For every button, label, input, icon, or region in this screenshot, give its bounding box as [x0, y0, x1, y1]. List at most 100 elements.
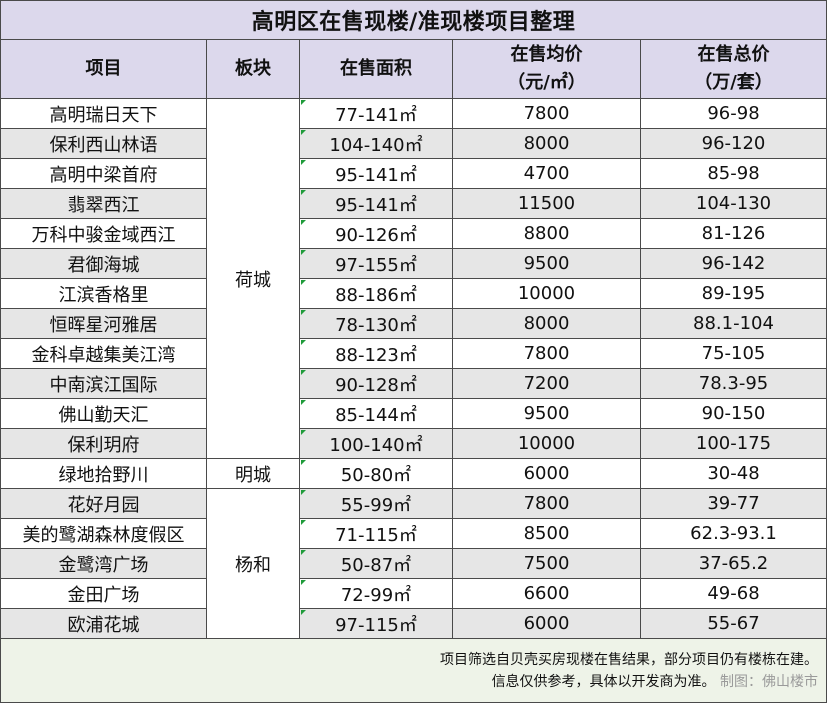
cell-total-price: 89-195 [639, 278, 827, 309]
cell-project: 欧浦花城 [0, 608, 207, 639]
cell-project: 翡翠西江 [0, 188, 207, 219]
cell-project: 美的鹭湖森林度假区 [0, 518, 207, 549]
cell-comment-marker [301, 130, 306, 135]
cell-comment-marker [301, 250, 306, 255]
cell-area: 50-87㎡ [299, 548, 453, 579]
cell-comment-marker [301, 310, 306, 315]
cell-area-text: 78-130㎡ [335, 314, 417, 336]
footer-credit: 制图：佛山楼市 [720, 673, 819, 690]
cell-total-price: 75-105 [639, 338, 827, 369]
cell-comment-marker [301, 610, 306, 615]
cell-area: 90-126㎡ [299, 218, 453, 249]
cell-project: 金田广场 [0, 578, 207, 609]
cell-comment-marker [301, 520, 306, 525]
cell-project: 中南滨江国际 [0, 368, 207, 399]
cell-area-text: 90-126㎡ [335, 224, 417, 246]
cell-area: 97-115㎡ [299, 608, 453, 639]
cell-area: 50-80㎡ [299, 458, 453, 489]
cell-avg-price: 7200 [452, 368, 641, 399]
cell-area: 78-130㎡ [299, 308, 453, 339]
cell-area-text: 97-115㎡ [335, 614, 417, 636]
table-row: 金鹭湾广场 50-87㎡ 7500 37-65.2 [0, 548, 827, 579]
cell-avg-price: 11500 [452, 188, 641, 219]
cell-avg-price: 6000 [452, 458, 641, 489]
cell-comment-marker [301, 490, 306, 495]
cell-project: 江滨香格里 [0, 278, 207, 309]
cell-area-text: 104-140㎡ [329, 134, 423, 156]
cell-comment-marker [301, 340, 306, 345]
footer-note: 项目筛选自贝壳买房现楼在售结果，部分项目仍有楼栋在建。 信息仅供参考，具体以开发… [0, 638, 827, 703]
header-avg-price: 在售均价 （元/㎡） [452, 39, 641, 99]
cell-comment-marker [301, 400, 306, 405]
cell-area: 77-141㎡ [299, 98, 453, 129]
cell-avg-price: 7800 [452, 488, 641, 519]
table-row: 保利西山林语 104-140㎡ 8000 96-120 [0, 128, 827, 159]
cell-block: 杨和 [206, 488, 300, 639]
cell-comment-marker [301, 100, 306, 105]
table-row: 花好月园 杨和 55-99㎡ 7800 39-77 [0, 488, 827, 639]
footer-note-disclaimer: 信息仅供参考，具体以开发商为准。 [491, 673, 716, 690]
cell-project: 万科中骏金域西江 [0, 218, 207, 249]
cell-area-text: 55-99㎡ [340, 494, 412, 516]
cell-comment-marker [301, 370, 306, 375]
cell-area-text: 95-141㎡ [335, 194, 417, 216]
cell-area: 88-123㎡ [299, 338, 453, 369]
cell-area-text: 97-155㎡ [335, 254, 417, 276]
table-row: 江滨香格里 88-186㎡ 10000 89-195 [0, 278, 827, 309]
table-row: 翡翠西江 95-141㎡ 11500 104-130 [0, 188, 827, 219]
header-total-price: 在售总价 （万/套） [639, 39, 827, 99]
table-row: 金科卓越集美江湾 88-123㎡ 7800 75-105 [0, 338, 827, 369]
cell-total-price: 96-120 [639, 128, 827, 159]
cell-area: 95-141㎡ [299, 188, 453, 219]
cell-area: 72-99㎡ [299, 578, 453, 609]
header-total-price-line2: （万/套） [694, 72, 773, 93]
cell-project: 高明中梁首府 [0, 158, 207, 189]
cell-total-price: 78.3-95 [639, 368, 827, 399]
cell-comment-marker [301, 280, 306, 285]
cell-comment-marker [301, 460, 306, 465]
cell-avg-price: 8500 [452, 518, 641, 549]
table-row: 恒晖星河雅居 78-130㎡ 8000 88.1-104 [0, 308, 827, 339]
cell-avg-price: 9500 [452, 248, 641, 279]
cell-area-text: 72-99㎡ [340, 584, 412, 606]
cell-total-price: 81-126 [639, 218, 827, 249]
cell-comment-marker [301, 580, 306, 585]
cell-total-price: 85-98 [639, 158, 827, 189]
cell-comment-marker [301, 220, 306, 225]
header-avg-price-line1: 在售均价 [510, 44, 583, 65]
table-row: 美的鹭湖森林度假区 71-115㎡ 8500 62.3-93.1 [0, 518, 827, 549]
cell-avg-price: 10000 [452, 278, 641, 309]
cell-project: 花好月园 [0, 488, 207, 519]
cell-area-text: 88-186㎡ [335, 284, 417, 306]
cell-avg-price: 4700 [452, 158, 641, 189]
table-row: 绿地拾野川 明城 50-80㎡ 6000 30-48 [0, 458, 827, 489]
cell-project: 高明瑞日天下 [0, 98, 207, 129]
cell-avg-price: 7800 [452, 98, 641, 129]
cell-total-price: 96-142 [639, 248, 827, 279]
header-avg-price-line2: （元/㎡） [507, 72, 586, 93]
cell-avg-price: 10000 [452, 428, 641, 459]
cell-area-text: 50-80㎡ [340, 464, 412, 486]
table-row: 金田广场 72-99㎡ 6600 49-68 [0, 578, 827, 609]
cell-area: 104-140㎡ [299, 128, 453, 159]
header-project: 项目 [0, 39, 207, 99]
cell-area-text: 85-144㎡ [335, 404, 417, 426]
cell-area: 90-128㎡ [299, 368, 453, 399]
footer-note-line2: 信息仅供参考，具体以开发商为准。 制图：佛山楼市 [2, 671, 819, 693]
cell-area: 88-186㎡ [299, 278, 453, 309]
cell-project: 保利玥府 [0, 428, 207, 459]
cell-project: 佛山勤天汇 [0, 398, 207, 429]
cell-area-text: 95-141㎡ [335, 164, 417, 186]
header-area: 在售面积 [299, 39, 453, 99]
cell-area: 55-99㎡ [299, 488, 453, 519]
table-row: 君御海城 97-155㎡ 9500 96-142 [0, 248, 827, 279]
cell-area: 95-141㎡ [299, 158, 453, 189]
cell-total-price: 39-77 [639, 488, 827, 519]
table-row: 欧浦花城 97-115㎡ 6000 55-67 [0, 608, 827, 639]
cell-comment-marker [301, 160, 306, 165]
cell-project: 金鹭湾广场 [0, 548, 207, 579]
cell-project: 金科卓越集美江湾 [0, 338, 207, 369]
cell-area: 97-155㎡ [299, 248, 453, 279]
cell-area-text: 100-140㎡ [329, 434, 423, 456]
